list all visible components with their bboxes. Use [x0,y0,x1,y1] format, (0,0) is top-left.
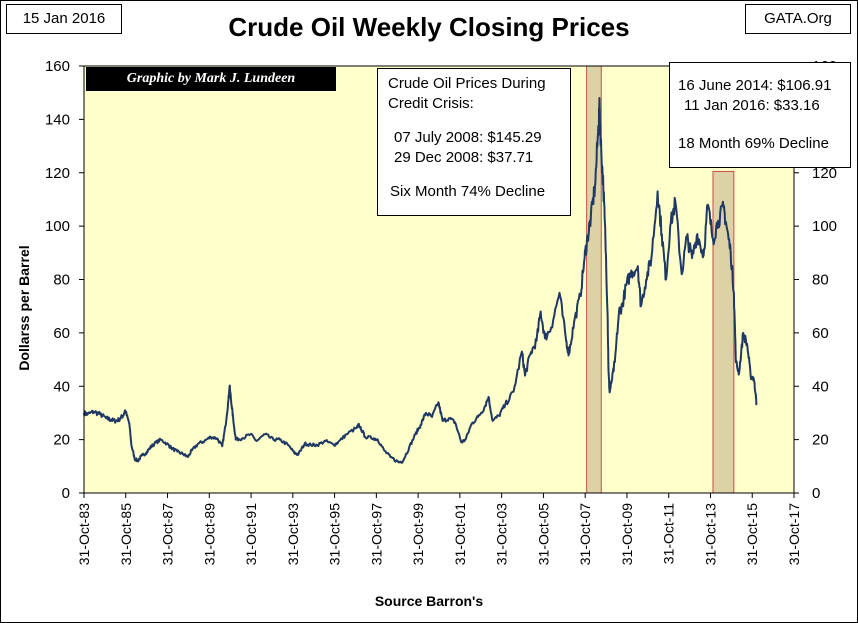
x-tick-label: 31-Oct-15 [744,503,760,565]
x-tick-label: 31-Oct-89 [201,503,217,565]
annotation-heading: Crude Oil Prices During [388,75,546,92]
author-credit: Graphic by Mark J. Lundeen [86,67,336,91]
x-tick-label: 31-Oct-91 [243,503,259,565]
x-tick-label: 31-Oct-17 [786,503,802,565]
date-label: 15 Jan 2016 [6,4,122,34]
y-tick-label-right: 40 [812,378,829,395]
y-tick-label-left: 140 [45,111,70,128]
plot-border [83,65,795,494]
x-tick-label: 31-Oct-03 [494,503,510,565]
chart-title: Crude Oil Weekly Closing Prices [228,12,630,42]
y-tick-label-left: 60 [53,325,70,342]
x-tick-label: 31-Oct-87 [160,503,176,565]
site-label: GATA.Org [745,4,851,34]
x-tick-label: 31-Oct-85 [118,503,134,565]
y-tick-label-right: 100 [812,218,837,235]
annotation-line: 07 July 2008: $145.29 [394,129,542,146]
y-tick-label-left: 20 [53,432,70,449]
y-tick-label-left: 40 [53,378,70,395]
y-tick-label-right: 60 [812,325,829,342]
x-tick-label: 31-Oct-11 [661,503,677,564]
y-tick-label-left: 100 [45,218,70,235]
annotation-line: 29 Dec 2008: $37.71 [394,149,534,166]
y-tick-label-left: 0 [62,485,70,502]
x-tick-label: 31-Oct-13 [702,503,718,565]
y-tick-label-right: 0 [812,485,820,502]
y-axis-label: Dollarss per Barrel [16,245,32,371]
x-tick-label: 31-Oct-09 [619,503,635,565]
annotation-line: Six Month 74% Decline [390,183,546,200]
y-tick-label-left: 80 [53,272,70,289]
y-tick-label-right: 80 [812,272,829,289]
annotation-line: 16 June 2014: $106.91 [678,77,832,94]
x-tick-label: 31-Oct-99 [410,503,426,565]
x-tick-label: 31-Oct-97 [368,503,384,565]
shaded-region [712,170,735,494]
x-tick-label: 31-Oct-93 [285,503,301,565]
credit-crisis-annotation: Crude Oil Prices During Credit Crisis: 0… [377,68,571,216]
x-tick-label: 31-Oct-01 [452,503,468,565]
price-series-line [83,97,758,464]
y-tick-label-right: 20 [812,432,829,449]
y-tick-label-left: 160 [45,58,70,75]
y-tick-label-right: 120 [812,165,837,182]
x-tick-label: 31-Oct-05 [535,503,551,565]
x-tick-label: 31-Oct-95 [327,503,343,565]
recent-decline-annotation: 16 June 2014: $106.91 11 Jan 2016: $33.1… [669,62,851,168]
y-tick-label-left: 120 [45,165,70,182]
x-tick-label: 31-Oct-07 [577,503,593,565]
x-tick-label: 31-Oct-83 [76,503,92,565]
annotation-line: 11 Jan 2016: $33.16 [684,97,820,114]
annotation-heading: Credit Crisis: [388,95,474,112]
x-axis-label: Source Barron's [374,593,484,609]
annotation-line: 18 Month 69% Decline [678,135,829,152]
